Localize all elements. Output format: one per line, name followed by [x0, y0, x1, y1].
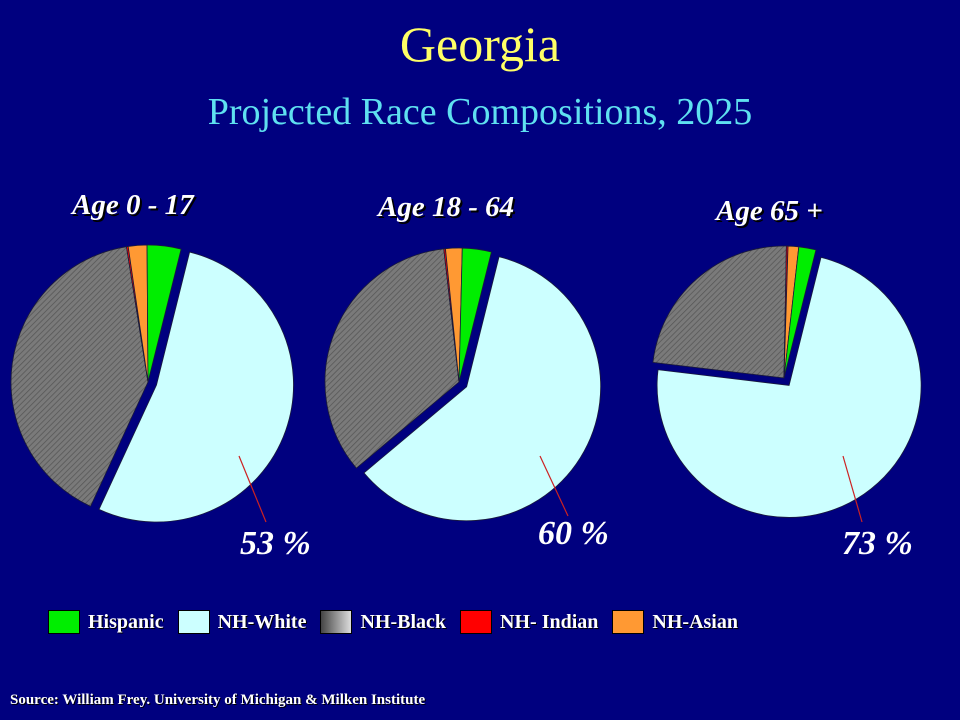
pie-slice-age-18-64-hispanic	[458, 247, 492, 383]
legend-item-nh-black: NH-Black	[320, 610, 446, 634]
legend-item-nh-indian: NH- Indian	[460, 610, 598, 634]
pie-annotation-age-18-64: 60 %	[538, 515, 609, 552]
legend-item-nh-asian: NH-Asian	[612, 610, 738, 634]
legend-swatch-nh-white	[177, 610, 210, 634]
pie-leader-line-age-0-17	[238, 455, 267, 523]
pie-annotation-age-65: 73 %	[842, 525, 913, 562]
chart-title: Georgia	[399, 16, 561, 72]
legend-label-nh-white: NH-White	[217, 610, 307, 633]
pie-leader-line-age-18-64	[539, 455, 569, 517]
legend-swatch-hispanic	[48, 610, 80, 634]
pie-leader-line-age-65	[842, 455, 863, 523]
pie-slice-age-18-64-nh-black	[324, 248, 460, 469]
pie-annotation-age-0-17: 53 %	[240, 525, 311, 562]
legend-swatch-nh-black	[320, 610, 353, 634]
pie-title-age-18-64: Age 18 - 64	[378, 191, 515, 223]
legend: Hispanic NH-White NH-Black NH- Indian NH…	[48, 609, 752, 635]
pie-slice-age-0-17-nh-black	[10, 246, 149, 507]
legend-swatch-nh-indian	[460, 610, 493, 634]
pie-slice-age-65-nh-white	[656, 256, 922, 518]
source-note: Source: William Frey. University of Mich…	[10, 692, 426, 708]
legend-item-hispanic: Hispanic	[48, 610, 164, 634]
legend-label-hispanic: Hispanic	[88, 610, 164, 633]
pie-title-age-0-17: Age 0 - 17	[72, 189, 194, 221]
legend-label-nh-indian: NH- Indian	[500, 610, 599, 633]
pie-title-age-65: Age 65 +	[716, 195, 823, 227]
pie-age-65	[652, 245, 922, 523]
pie-slice-age-65-hispanic	[783, 246, 817, 379]
pie-slice-age-18-64-nh-white	[363, 256, 601, 522]
legend-item-nh-white: NH-White	[177, 610, 307, 634]
legend-label-nh-black: NH-Black	[360, 610, 447, 633]
pie-age-18-64	[324, 247, 601, 522]
pie-slice-age-65-nh-black	[652, 245, 787, 379]
pie-slice-age-0-17-nh-white	[98, 251, 294, 523]
chart-subtitle: Projected Race Compositions, 2025	[207, 91, 753, 133]
legend-label-nh-asian: NH-Asian	[652, 610, 738, 633]
pie-age-0-17	[10, 244, 294, 523]
pie-slice-age-0-17-hispanic	[146, 244, 182, 383]
legend-swatch-nh-asian	[612, 610, 645, 634]
